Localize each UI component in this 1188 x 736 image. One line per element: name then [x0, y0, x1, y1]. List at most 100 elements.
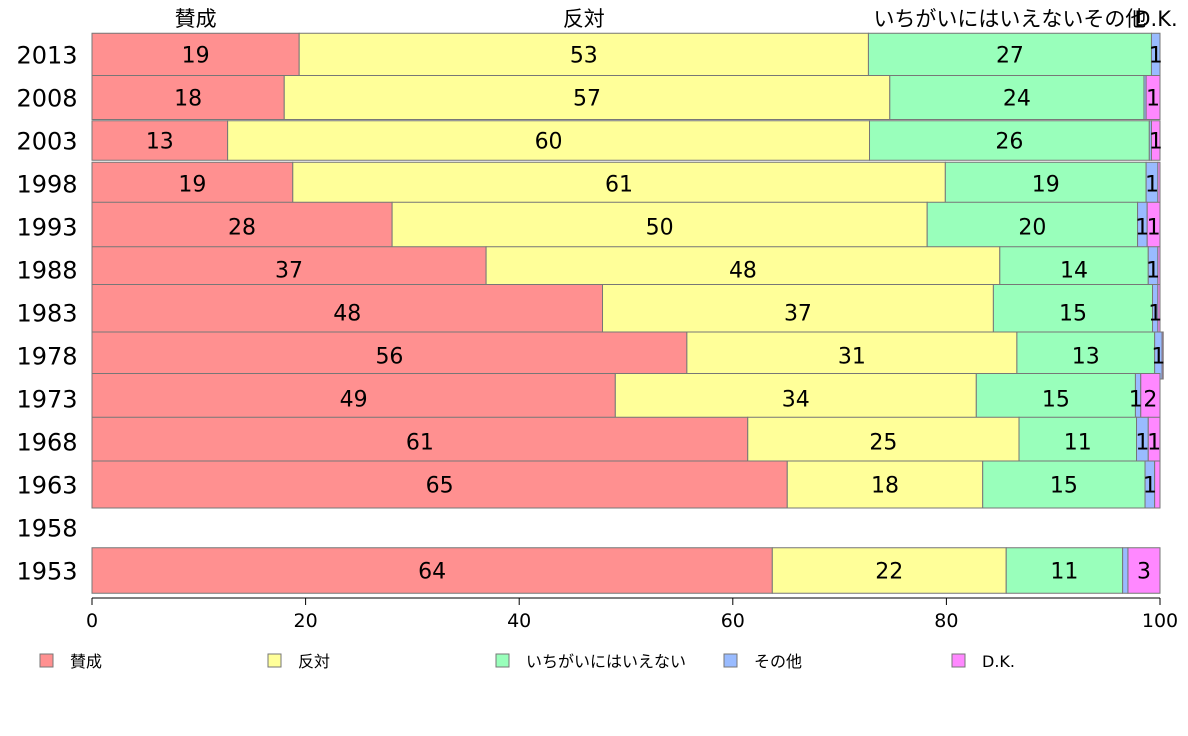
data-label-1993-series-1: 50: [646, 216, 674, 241]
data-label-1998-series-0: 19: [178, 173, 206, 198]
data-label-1953-series-0: 64: [418, 560, 446, 585]
data-label-1988-series-0: 37: [275, 259, 303, 284]
bar-1953-series-2: [1005, 547, 1124, 594]
data-label-1968-series-4: 1: [1147, 431, 1161, 456]
category-label-1988: 1988: [16, 257, 77, 285]
bar-segments: [91, 32, 1164, 594]
bar-2013-series-1: [298, 32, 869, 77]
bar-1993-series-2: [926, 201, 1139, 252]
data-label-1988-series-1: 48: [729, 259, 757, 284]
bar-2008-series-2: [889, 75, 1145, 120]
bar-1998-series-0: [91, 161, 294, 206]
data-label-2008-series-2: 24: [1003, 87, 1031, 112]
bar-2008-series-1: [283, 75, 891, 120]
data-label-1993-series-2: 20: [1018, 216, 1046, 241]
x-tick-label-20: 20: [294, 610, 318, 632]
top-column-label-2: いちがいにはいえないその他: [873, 7, 1146, 31]
data-label-1988-series-2: 14: [1060, 259, 1088, 284]
legend-label-3: その他: [754, 652, 802, 671]
category-label-1983: 1983: [16, 300, 77, 328]
bar-1978-series-4: [1161, 331, 1164, 380]
category-label-1968: 1968: [16, 429, 77, 457]
bar-1953-series-4: [1127, 547, 1161, 594]
data-label-2013-series-0: 19: [182, 44, 210, 69]
bar-2013-series-2: [867, 32, 1152, 77]
legend-label-4: D.K.: [982, 652, 1015, 671]
data-label-1963-series-2: 15: [1050, 474, 1078, 499]
data-label-1963-series-1: 18: [871, 474, 899, 499]
data-label-1993-series-0: 28: [228, 216, 256, 241]
bar-1973-series-1: [614, 373, 977, 424]
bar-1968-series-1: [747, 416, 1020, 467]
bar-2003-series-0: [91, 120, 229, 161]
data-label-1973-series-4: 2: [1143, 388, 1157, 413]
category-label-2003: 2003: [16, 128, 77, 156]
data-label-1983-series-3: 1: [1148, 302, 1162, 327]
data-label-1968-series-1: 25: [869, 431, 897, 456]
data-label-2013-series-2: 27: [996, 44, 1024, 69]
data-label-1953-series-4: 3: [1137, 560, 1151, 585]
bar-1953-series-3: [1122, 547, 1129, 594]
data-label-2003-series-1: 60: [535, 130, 563, 155]
data-label-2013-series-1: 53: [570, 44, 598, 69]
data-label-1973-series-2: 15: [1042, 388, 1070, 413]
bar-2008-series-4: [1145, 75, 1161, 120]
top-column-label-0: 賛成: [175, 7, 217, 31]
legend-swatch-0: [39, 653, 54, 668]
data-label-2013-series-3: 1: [1149, 44, 1163, 69]
data-label-1983-series-1: 37: [784, 302, 812, 327]
category-label-1998: 1998: [16, 171, 77, 199]
data-label-1998-series-1: 61: [605, 173, 633, 198]
bar-1998-series-1: [292, 161, 946, 206]
legend-swatch-2: [495, 653, 510, 668]
data-label-2003-series-0: 13: [146, 130, 174, 155]
legend-label-2: いちがいにはいえない: [526, 652, 686, 671]
data-label-1963-series-0: 65: [426, 474, 454, 499]
legend-swatch-1: [267, 653, 282, 668]
category-label-1973: 1973: [16, 386, 77, 414]
x-tick-label-80: 80: [934, 610, 958, 632]
x-tick-label-40: 40: [507, 610, 531, 632]
data-label-2003-series-4: 1: [1149, 130, 1163, 155]
data-label-1963-series-3: 1: [1143, 474, 1157, 499]
category-label-1978: 1978: [16, 343, 77, 371]
category-labels: 2013 2008 2003 1998 1993 1988 1983 1978 1973 1968…: [16, 42, 77, 586]
data-label-1953-series-2: 11: [1050, 560, 1078, 585]
data-label-1968-series-3: 1: [1135, 431, 1149, 456]
data-label-2008-series-0: 18: [174, 87, 202, 112]
top-column-label-3: D.K.: [1134, 7, 1177, 31]
bar-1998-series-2: [944, 161, 1147, 206]
data-label-1978-series-2: 13: [1072, 345, 1100, 370]
x-axis: 0 20 40 60 80 100: [86, 597, 1178, 632]
data-label-2008-series-4: 1: [1146, 87, 1160, 112]
bar-1993-series-1: [391, 201, 928, 252]
data-label-1983-series-0: 48: [333, 302, 361, 327]
data-label-1978-series-1: 31: [838, 345, 866, 370]
category-label-2008: 2008: [16, 85, 77, 113]
data-label-1978-series-3: 1: [1151, 345, 1165, 370]
legend-label-0: 賛成: [70, 652, 102, 671]
bar-1978-series-2: [1016, 331, 1156, 380]
data-label-1968-series-0: 61: [406, 431, 434, 456]
data-label-1998-series-2: 19: [1032, 173, 1060, 198]
data-label-2003-series-2: 26: [995, 130, 1023, 155]
bar-2003-series-2: [869, 120, 1150, 161]
category-label-1953: 1953: [16, 558, 77, 586]
bar-2003-series-1: [227, 120, 871, 161]
category-label-1958: 1958: [16, 515, 77, 543]
data-label-2008-series-1: 57: [573, 87, 601, 112]
category-label-1963: 1963: [16, 472, 77, 500]
data-label-1983-series-2: 15: [1059, 302, 1087, 327]
data-label-1998-series-3: 1: [1145, 173, 1159, 198]
bar-2003-series-4: [1150, 120, 1161, 161]
data-label-1968-series-2: 11: [1064, 431, 1092, 456]
top-column-label-1: 反対: [563, 7, 605, 31]
bar-2013-series-0: [91, 32, 300, 77]
bar-1983-series-1: [602, 284, 994, 341]
bar-1963-series-1: [786, 460, 984, 509]
category-label-2013: 2013: [16, 42, 77, 70]
legend-swatch-3: [723, 653, 738, 668]
bar-1973-series-2: [975, 373, 1136, 424]
